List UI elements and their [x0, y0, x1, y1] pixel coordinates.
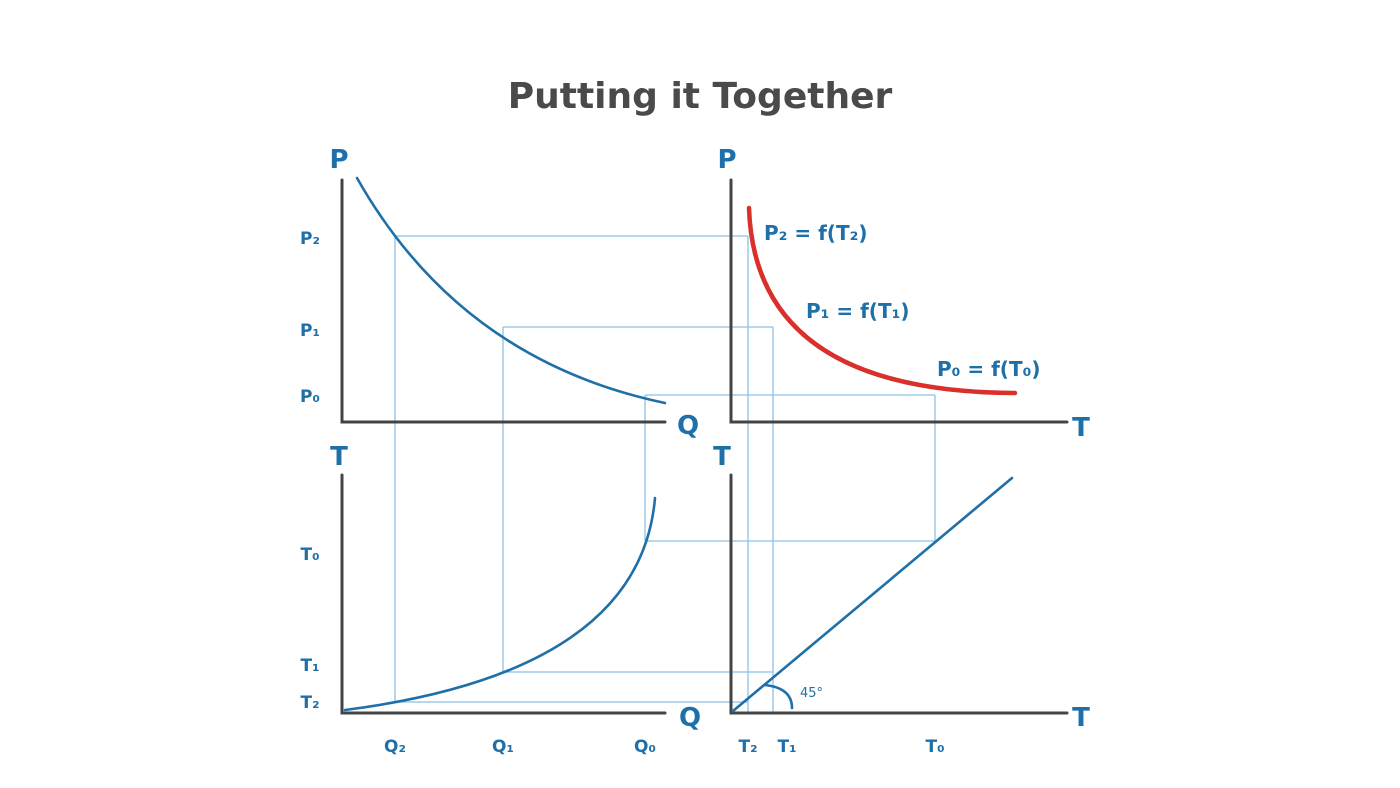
tick-p2: P₂ [300, 229, 320, 249]
tick-q2: Q₂ [384, 737, 406, 757]
axis-name-bottom-left-y: T [330, 442, 348, 472]
axes-bottom-left [340, 473, 667, 715]
tick-x-t2: T₂ [738, 737, 757, 757]
45-degree-line [731, 476, 1014, 713]
axes-top-right [729, 178, 1069, 424]
axes-bottom-right [729, 473, 1069, 715]
tick-p0: P₀ [300, 387, 320, 407]
demand-curve [355, 176, 667, 405]
guide-lines [394, 235, 936, 713]
axes-top-left [340, 178, 667, 424]
annotation-p1: P₁ = f(T₁) [806, 299, 910, 323]
tick-p1: P₁ [300, 321, 320, 341]
price-time-curve [746, 205, 1018, 396]
axis-name-top-left-y: P [329, 145, 348, 175]
axis-name-top-right-y: P [717, 145, 736, 175]
axis-name-bottom-left-x: Q [679, 703, 701, 733]
annotation-p2: P₂ = f(T₂) [764, 221, 868, 245]
diagram-title: Putting it Together [508, 76, 893, 117]
angle-arc [763, 683, 794, 710]
annotation-p0: P₀ = f(T₀) [937, 357, 1041, 381]
tick-t0: T₀ [300, 545, 319, 565]
angle-label: 45° [800, 686, 823, 701]
tick-x-t0: T₀ [925, 737, 944, 757]
tick-t1: T₁ [300, 656, 319, 676]
axis-name-bottom-right-y: T [713, 442, 731, 472]
q-t-curve [343, 496, 657, 712]
axis-name-top-left-x: Q [677, 411, 699, 441]
axis-name-bottom-right-x: T [1072, 703, 1090, 733]
tick-t2: T₂ [300, 693, 319, 713]
axes [340, 178, 1069, 715]
tick-q0: Q₀ [634, 737, 656, 757]
tick-x-t1: T₁ [777, 737, 796, 757]
tick-q1: Q₁ [492, 737, 514, 757]
axis-name-top-right-x: T [1072, 413, 1090, 443]
